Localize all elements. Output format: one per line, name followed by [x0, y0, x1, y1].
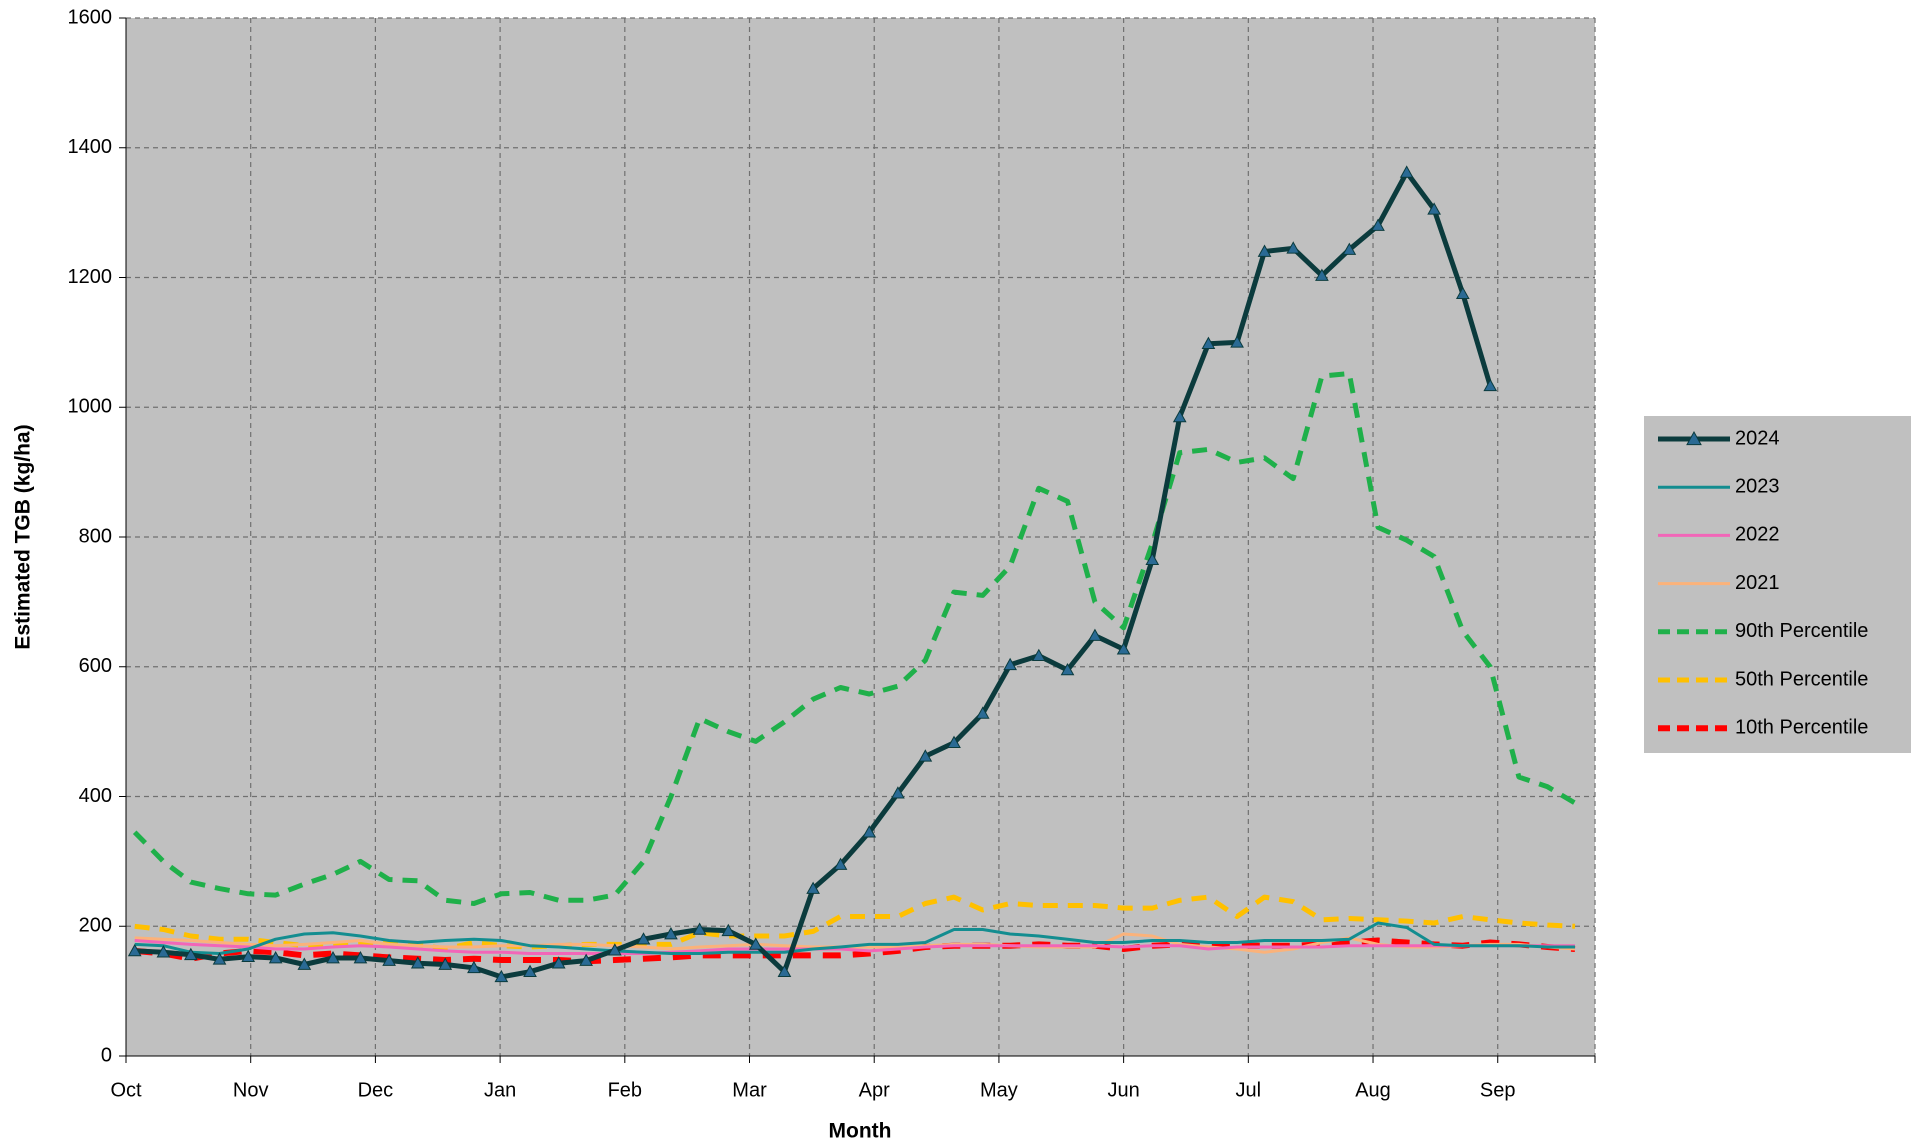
data-point — [1230, 335, 1244, 348]
legend-label: 2023 — [1735, 475, 1780, 497]
x-tick-label: Oct — [110, 1079, 142, 1101]
x-tick-label: Feb — [608, 1079, 642, 1101]
data-point — [1371, 218, 1385, 231]
series-line — [134, 894, 1576, 952]
data-point — [1172, 409, 1187, 423]
data-point — [918, 749, 933, 762]
legend-label: 2024 — [1735, 427, 1780, 449]
data-point — [721, 923, 736, 937]
data-point — [1145, 552, 1160, 566]
legend-label: 2022 — [1735, 524, 1780, 546]
data-point — [1116, 642, 1131, 655]
data-point — [636, 932, 651, 945]
legend-marker — [1686, 430, 1702, 446]
x-tick-label: Nov — [233, 1079, 269, 1101]
data-point — [579, 953, 594, 966]
data-point — [523, 964, 537, 977]
x-tick-label: Aug — [1355, 1079, 1391, 1101]
y-tick-label: 1200 — [68, 266, 113, 288]
data-point — [777, 964, 792, 977]
series-line — [134, 921, 1575, 955]
data-point — [607, 943, 622, 956]
data-point — [212, 952, 227, 965]
legend-label: 2021 — [1735, 572, 1780, 594]
x-tick-label: Mar — [732, 1079, 767, 1101]
data-point — [1342, 242, 1357, 255]
data-point — [748, 937, 763, 950]
data-point — [1088, 628, 1102, 641]
data-point — [1483, 378, 1498, 392]
y-tick-label: 600 — [79, 655, 112, 677]
data-point — [127, 943, 142, 957]
data-point — [1031, 648, 1046, 662]
data-point — [1399, 165, 1414, 178]
data-point — [947, 735, 961, 748]
data-point — [183, 947, 198, 961]
data-point — [692, 922, 707, 935]
x-tick-label: Apr — [859, 1079, 890, 1101]
data-point — [891, 786, 905, 799]
legend-label: 10th Percentile — [1735, 716, 1868, 738]
data-point — [326, 951, 340, 964]
x-tick-label: Jan — [484, 1079, 516, 1101]
data-point — [1060, 662, 1075, 676]
data-point — [1286, 241, 1301, 254]
x-tick-label: Jun — [1107, 1079, 1139, 1101]
data-point — [467, 960, 481, 974]
data-point — [975, 706, 990, 719]
x-tick-label: Jul — [1236, 1079, 1262, 1101]
y-axis-title: Estimated TGB (kg/ha) — [12, 424, 35, 649]
x-tick-label: Dec — [358, 1079, 394, 1101]
data-point — [664, 927, 678, 940]
data-point — [806, 881, 820, 894]
data-point — [382, 953, 396, 966]
y-tick-label: 400 — [79, 785, 112, 807]
data-point — [862, 825, 877, 838]
x-tick-label: May — [980, 1079, 1018, 1101]
legend-label: 90th Percentile — [1735, 620, 1868, 642]
series-line — [134, 937, 1576, 965]
y-tick-label: 200 — [79, 915, 112, 937]
y-tick-label: 1400 — [68, 136, 113, 158]
data-point — [410, 956, 425, 969]
legend-label: 50th Percentile — [1735, 668, 1868, 690]
data-point — [353, 951, 368, 964]
data-point — [1455, 286, 1470, 300]
data-point — [494, 969, 509, 983]
data-point — [156, 945, 171, 958]
y-tick-label: 1000 — [68, 396, 113, 418]
series-line — [134, 939, 1575, 955]
data-point — [551, 956, 566, 969]
data-point — [1427, 202, 1441, 215]
data-point — [1201, 336, 1216, 349]
data-point — [1315, 268, 1329, 281]
data-point — [241, 949, 256, 963]
series-line — [132, 371, 1577, 906]
y-tick-label: 800 — [79, 525, 112, 547]
x-tick-label: Sep — [1480, 1079, 1516, 1101]
x-axis-title: Month — [829, 1120, 892, 1143]
y-tick-label: 1600 — [68, 6, 113, 28]
data-point — [1003, 657, 1017, 671]
y-tick-label: 0 — [101, 1044, 112, 1066]
data-point — [438, 957, 453, 970]
data-point — [297, 957, 312, 970]
data-point — [833, 857, 848, 870]
data-point — [268, 951, 283, 964]
data-point — [1257, 244, 1272, 257]
